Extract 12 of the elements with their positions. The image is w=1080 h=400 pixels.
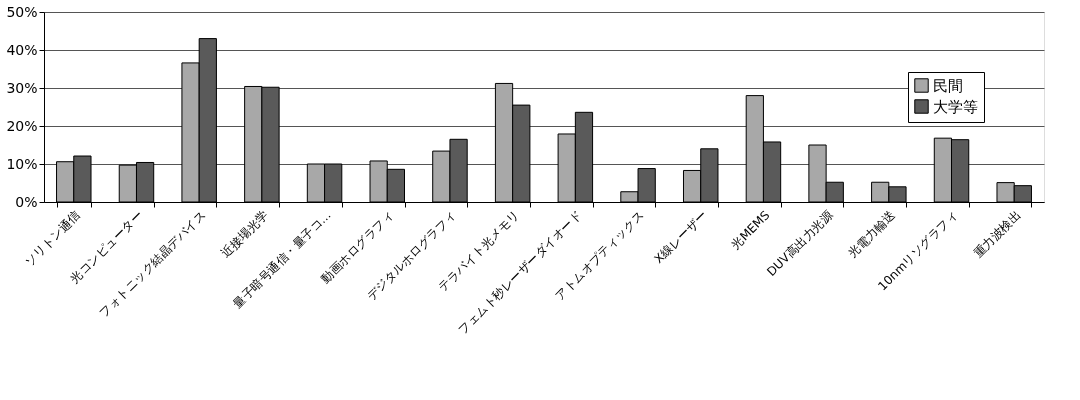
- y-tick-label: 30%: [6, 79, 38, 96]
- x-tick-label: 重力波検出: [970, 208, 1024, 261]
- x-tick-label: 近接場光学: [218, 208, 271, 261]
- legend-label: 大学等: [933, 97, 978, 116]
- y-tick-label: 50%: [6, 3, 38, 20]
- x-tick-label: 光電力輸送: [845, 208, 898, 261]
- y-tick-label: 10%: [6, 155, 38, 172]
- legend-label: 民間: [933, 76, 963, 95]
- x-tick-label: X線レーザー: [651, 208, 710, 267]
- y-tick-label: 0%: [15, 193, 38, 210]
- y-tick-label: 40%: [6, 41, 38, 58]
- y-tick-label: 20%: [6, 117, 38, 134]
